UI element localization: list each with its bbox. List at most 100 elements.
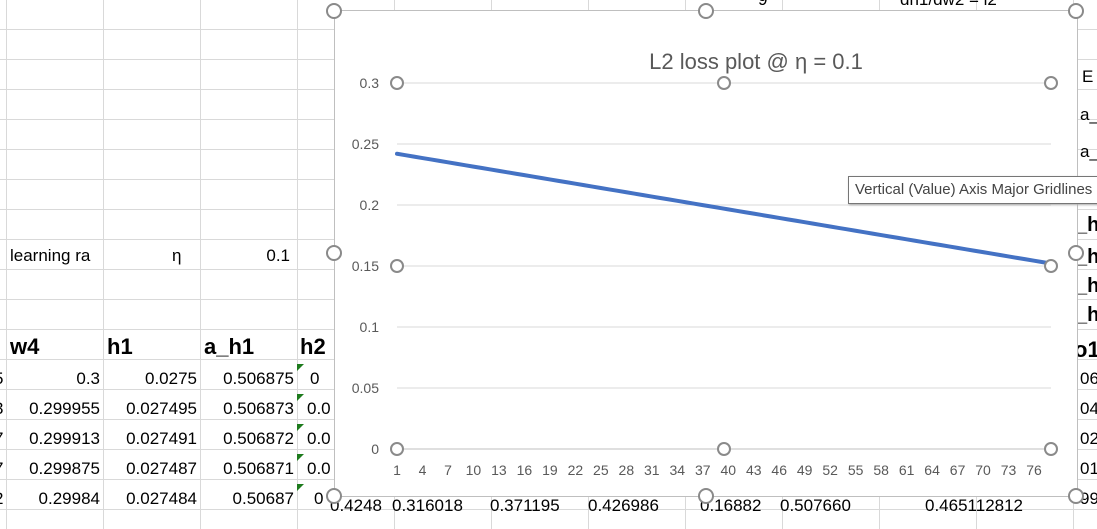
x-tick-label: 73 xyxy=(1001,462,1017,478)
cell-w4[interactable]: 0.29984 xyxy=(38,489,100,508)
bottom-fragment[interactable]: 0.507660 xyxy=(780,496,851,515)
x-tick-label: 22 xyxy=(568,462,584,478)
learning-rate-label[interactable]: learning ra xyxy=(10,246,91,265)
bottom-fragment[interactable]: 0.4248 xyxy=(330,496,382,515)
x-tick-label: 49 xyxy=(797,462,813,478)
x-tick-label: 58 xyxy=(873,462,889,478)
right-fragment[interactable]: _h xyxy=(1076,275,1097,297)
x-tick-label: 64 xyxy=(924,462,940,478)
plot-area-handle[interactable] xyxy=(717,76,731,90)
cell-a-h1[interactable]: 0.506875 xyxy=(223,369,294,388)
bottom-fragment[interactable]: 0.16882 xyxy=(700,496,762,515)
plot-area-handle[interactable] xyxy=(390,259,404,273)
x-tick-label: 28 xyxy=(619,462,635,478)
header-h2[interactable]: h2 xyxy=(300,334,326,359)
plot-area-handle[interactable] xyxy=(1044,76,1058,90)
x-tick-label: 61 xyxy=(899,462,915,478)
plot-area-handle[interactable] xyxy=(390,76,404,90)
right-fragment[interactable]: E xyxy=(1082,67,1094,86)
right-fragment[interactable]: _h xyxy=(1076,214,1097,236)
cell-h1[interactable]: 0.027495 xyxy=(126,399,197,418)
bottom-fragment[interactable]: 0.426986 xyxy=(588,496,659,515)
x-tick-label: 46 xyxy=(771,462,787,478)
y-tick-label: 0.25 xyxy=(352,136,379,152)
plot-area-handle[interactable] xyxy=(717,442,731,456)
cell-w4[interactable]: 0.299913 xyxy=(29,429,100,448)
bottom-fragment[interactable]: 0.371195 xyxy=(490,496,560,515)
resize-handle-top-right[interactable] xyxy=(1068,3,1084,19)
resize-handle-bottom-middle[interactable] xyxy=(698,488,714,504)
cell-w4[interactable]: 0.299955 xyxy=(29,399,100,418)
cell-a-h1[interactable]: 0.50687 xyxy=(232,489,294,508)
cell-h1[interactable]: 0.027491 xyxy=(126,429,197,448)
y-tick-label: 0.1 xyxy=(360,319,380,335)
plot-area-handle[interactable] xyxy=(1044,259,1058,273)
y-tick-label: 0.05 xyxy=(352,380,379,396)
x-tick-label: 40 xyxy=(720,462,736,478)
cell-h2[interactable]: 0.0 xyxy=(307,459,331,478)
left-edge-digit: 7 xyxy=(0,429,3,449)
x-tick-label: 10 xyxy=(466,462,482,478)
left-edge-digit: 7 xyxy=(0,459,3,479)
cell-h1[interactable]: 0.0275 xyxy=(145,369,197,388)
y-tick-label: 0 xyxy=(371,441,379,457)
x-tick-label: 13 xyxy=(491,462,507,478)
cell-a-h1[interactable]: 0.506871 xyxy=(223,459,294,478)
eta-value[interactable]: 0.1 xyxy=(266,246,290,265)
error-indicator xyxy=(297,364,304,371)
right-fragment[interactable]: a_ xyxy=(1080,105,1097,124)
chart-object[interactable]: L2 loss plot @ η = 0.1 0 0.05 0.1 0.15 0.2 0.… xyxy=(334,10,1078,497)
x-tick-label: 52 xyxy=(822,462,838,478)
left-edge-digit: 5 xyxy=(0,369,3,389)
resize-handle-top-middle[interactable] xyxy=(698,3,714,19)
right-fragment[interactable]: 99 xyxy=(1080,489,1097,508)
chart-title[interactable]: L2 loss plot @ η = 0.1 xyxy=(649,49,863,74)
bottom-fragment[interactable]: 0.465112812 xyxy=(925,496,1024,515)
x-tick-label: 16 xyxy=(517,462,533,478)
error-indicator xyxy=(297,424,304,431)
cell-w4[interactable]: 0.3 xyxy=(76,369,100,388)
cell-h1[interactable]: 0.027484 xyxy=(126,489,197,508)
header-a-h1[interactable]: a_h1 xyxy=(204,334,255,359)
cell-h2[interactable]: 0 xyxy=(314,489,324,508)
right-fragment[interactable]: o1 xyxy=(1074,337,1097,362)
chart-element-tooltip: Vertical (Value) Axis Major Gridlines xyxy=(848,176,1097,204)
cell-a-h1[interactable]: 0.506873 xyxy=(223,399,294,418)
header-h1[interactable]: h1 xyxy=(107,334,133,359)
resize-handle-middle-left[interactable] xyxy=(326,245,342,261)
header-w4[interactable]: w4 xyxy=(10,334,40,359)
x-tick-label: 43 xyxy=(746,462,762,478)
cell-h2[interactable]: 0.0 xyxy=(307,399,331,418)
cell-h2[interactable]: 0.0 xyxy=(307,429,331,448)
x-tick-label: 76 xyxy=(1026,462,1042,478)
right-fragment[interactable]: 02 xyxy=(1080,429,1097,448)
top-fragment-1[interactable]: 9 xyxy=(758,0,767,10)
y-tick-label: 0.3 xyxy=(360,75,380,91)
x-tick-label: 7 xyxy=(444,462,452,478)
x-tick-label: 31 xyxy=(644,462,660,478)
cell-h1[interactable]: 0.027487 xyxy=(126,459,197,478)
resize-handle-middle-right[interactable] xyxy=(1068,245,1084,261)
plot-area-handle[interactable] xyxy=(1044,442,1058,456)
x-tick-label: 55 xyxy=(848,462,864,478)
eta-symbol[interactable]: η xyxy=(172,246,182,265)
top-fragment-2[interactable]: dh1/dw2 = l2 xyxy=(900,0,997,10)
right-fragment[interactable]: 06 xyxy=(1080,369,1097,388)
series-line[interactable] xyxy=(395,151,1053,266)
line-chart[interactable]: L2 loss plot @ η = 0.1 0 0.05 0.1 0.15 0.2 0.… xyxy=(335,11,1077,496)
resize-handle-bottom-right[interactable] xyxy=(1068,488,1084,504)
right-fragment[interactable]: a_ xyxy=(1080,142,1097,161)
cell-h2[interactable]: 0 xyxy=(310,369,320,388)
plot-area-handle[interactable] xyxy=(390,442,404,456)
resize-handle-top-left[interactable] xyxy=(326,3,342,19)
right-fragment[interactable]: _h xyxy=(1076,304,1097,326)
bottom-fragment[interactable]: 0.316018 xyxy=(392,496,463,515)
right-fragment[interactable]: 04 xyxy=(1080,399,1097,418)
x-tick-label: 4 xyxy=(419,462,427,478)
x-tick-label: 1 xyxy=(393,462,401,478)
cell-w4[interactable]: 0.299875 xyxy=(29,459,100,478)
cell-a-h1[interactable]: 0.506872 xyxy=(223,429,294,448)
right-fragment[interactable]: 01 xyxy=(1080,459,1097,478)
resize-handle-bottom-left[interactable] xyxy=(326,488,342,504)
y-tick-label: 0.15 xyxy=(352,258,379,274)
